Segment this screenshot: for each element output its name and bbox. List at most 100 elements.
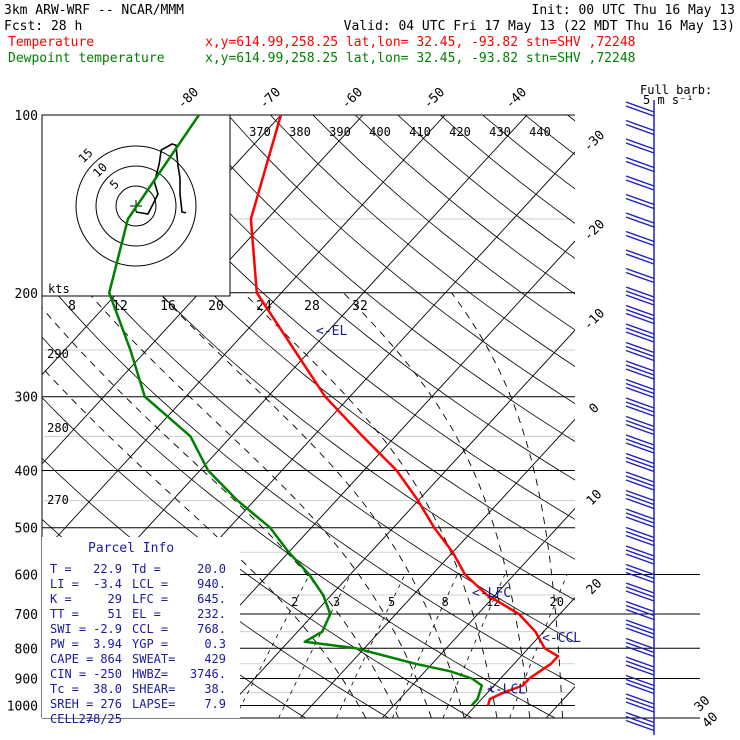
wind-barb — [625, 360, 655, 372]
speed-label: 32 — [352, 299, 368, 314]
theta-label: 420 — [449, 125, 471, 139]
speed-label: 8 — [68, 299, 76, 314]
wind-barb — [625, 656, 655, 668]
wind-barb — [625, 423, 655, 436]
mixing-ratio-label: 20 — [550, 595, 564, 609]
wind-barb — [625, 619, 655, 631]
theta-labels: 370 380 390 400 410 420 430 440 — [249, 125, 551, 139]
wind-barb — [625, 660, 655, 672]
parcel-info-box: Parcel Info T = 22.9 Td = 20.0 LI = -3.4 LCL =… — [42, 537, 240, 726]
parcel-key: SREH = — [50, 697, 93, 711]
theta-label: 410 — [409, 125, 431, 139]
wind-barb — [625, 419, 655, 432]
hodograph-ring — [75, 145, 197, 267]
parcel-key: SWI = — [50, 622, 86, 636]
mixing-ratio-line — [234, 574, 310, 718]
temperature-tick: 0 — [586, 401, 602, 417]
parcel-key: T = — [50, 562, 72, 576]
dry-adiabat-lines — [42, 115, 740, 718]
dry-adiabat — [227, 115, 575, 405]
dry-adiabat — [42, 275, 575, 686]
wind-barb — [625, 156, 655, 169]
init-time: Init: 00 UTC Thu 16 May 13 — [532, 3, 736, 18]
wind-barb — [625, 142, 655, 154]
model-title: 3km ARW-WRF -- NCAR/MMM — [4, 3, 184, 18]
isotherm — [545, 686, 575, 718]
dry-adiabat — [142, 115, 575, 481]
dry-adiabat — [610, 115, 740, 718]
parcel-key: EL = — [132, 607, 161, 621]
mixing-ratio-line — [392, 574, 458, 718]
wind-barb — [625, 608, 655, 621]
wind-barb — [625, 475, 655, 487]
wind-barb — [625, 674, 655, 687]
pressure-label: 900 — [15, 672, 38, 687]
mixing-ratio-lines — [234, 574, 568, 718]
wind-barb — [625, 590, 655, 602]
wind-barb — [625, 604, 655, 617]
parcel-key: Tc = — [50, 682, 79, 696]
temperature-info: x,y=614.99,258.25 lat,lon= 32.45, -93.82… — [205, 35, 635, 50]
wind-barb — [625, 693, 655, 705]
wind-barb — [625, 697, 655, 709]
pressure-label: 400 — [15, 465, 38, 480]
wind-barb — [625, 138, 655, 150]
wind-barb — [625, 331, 655, 343]
theta-label: 400 — [369, 125, 391, 139]
parcel-key: CCL = — [132, 622, 168, 636]
pressure-label: 500 — [15, 522, 38, 537]
wind-barb — [625, 571, 655, 584]
parcel-value: 38. — [204, 682, 226, 696]
wind-barb — [625, 160, 655, 173]
wind-barb — [625, 438, 655, 450]
isotherm — [42, 115, 364, 465]
wind-barb — [625, 368, 655, 380]
parcel-key: HWBZ= — [132, 667, 168, 681]
parcel-key: K = — [50, 592, 72, 606]
moist-adiabat — [243, 292, 498, 718]
hodograph-ring — [115, 185, 157, 227]
pressure-labels: 100 200 300 400 500 600 700 800 900 1000 — [7, 109, 38, 714]
wind-barb — [625, 497, 655, 510]
wind-barb — [625, 534, 655, 547]
wind-barb — [625, 545, 655, 557]
wind-barb — [625, 234, 655, 247]
wind-barb — [625, 364, 655, 376]
wind-barbs: Full barb: 5 m s⁻¹ — [625, 83, 712, 735]
wind-barb — [625, 586, 655, 598]
temperature-profile — [249, 114, 560, 706]
direction-label: 270 — [47, 493, 69, 507]
wind-barb — [625, 382, 655, 395]
wind-barb — [625, 493, 655, 506]
temperature-label: Temperature — [8, 35, 94, 50]
parcel-value: 3746. — [190, 667, 226, 681]
parcel-key: TT = — [50, 607, 79, 621]
hodograph-trace — [135, 143, 187, 215]
dry-adiabat — [524, 115, 575, 156]
marker-lcl: <-LCL — [487, 683, 526, 698]
wind-barb — [625, 516, 655, 528]
wind-barb — [625, 290, 655, 302]
pressure-label: 100 — [15, 109, 38, 124]
parcel-value: 768. — [197, 622, 226, 636]
temperature-tick: -40 — [503, 85, 530, 112]
wind-barb — [625, 623, 655, 635]
mixing-ratio-labels: 2 3 5 8 12 20 — [291, 595, 564, 609]
theta-label: 390 — [329, 125, 351, 139]
dry-adiabat — [185, 115, 575, 442]
dewpoint-info: x,y=614.99,258.25 lat,lon= 32.45, -93.82… — [205, 51, 635, 66]
isotherm — [299, 418, 575, 718]
mixing-ratio-line — [442, 574, 506, 718]
parcel-value: -250 — [93, 667, 122, 681]
dry-adiabat — [42, 214, 575, 643]
dewpoint-profile — [107, 114, 484, 707]
wind-barb — [625, 600, 655, 613]
temperature-tick: 20 — [584, 576, 606, 598]
pressure-label: 300 — [15, 391, 38, 406]
mixing-ratio-label: 3 — [333, 595, 340, 609]
temperature-tick: 10 — [584, 487, 606, 509]
parcel-key: SHEAR= — [132, 682, 175, 696]
wind-barb — [625, 701, 655, 713]
wind-barb — [625, 664, 655, 676]
wind-barb — [625, 715, 655, 728]
